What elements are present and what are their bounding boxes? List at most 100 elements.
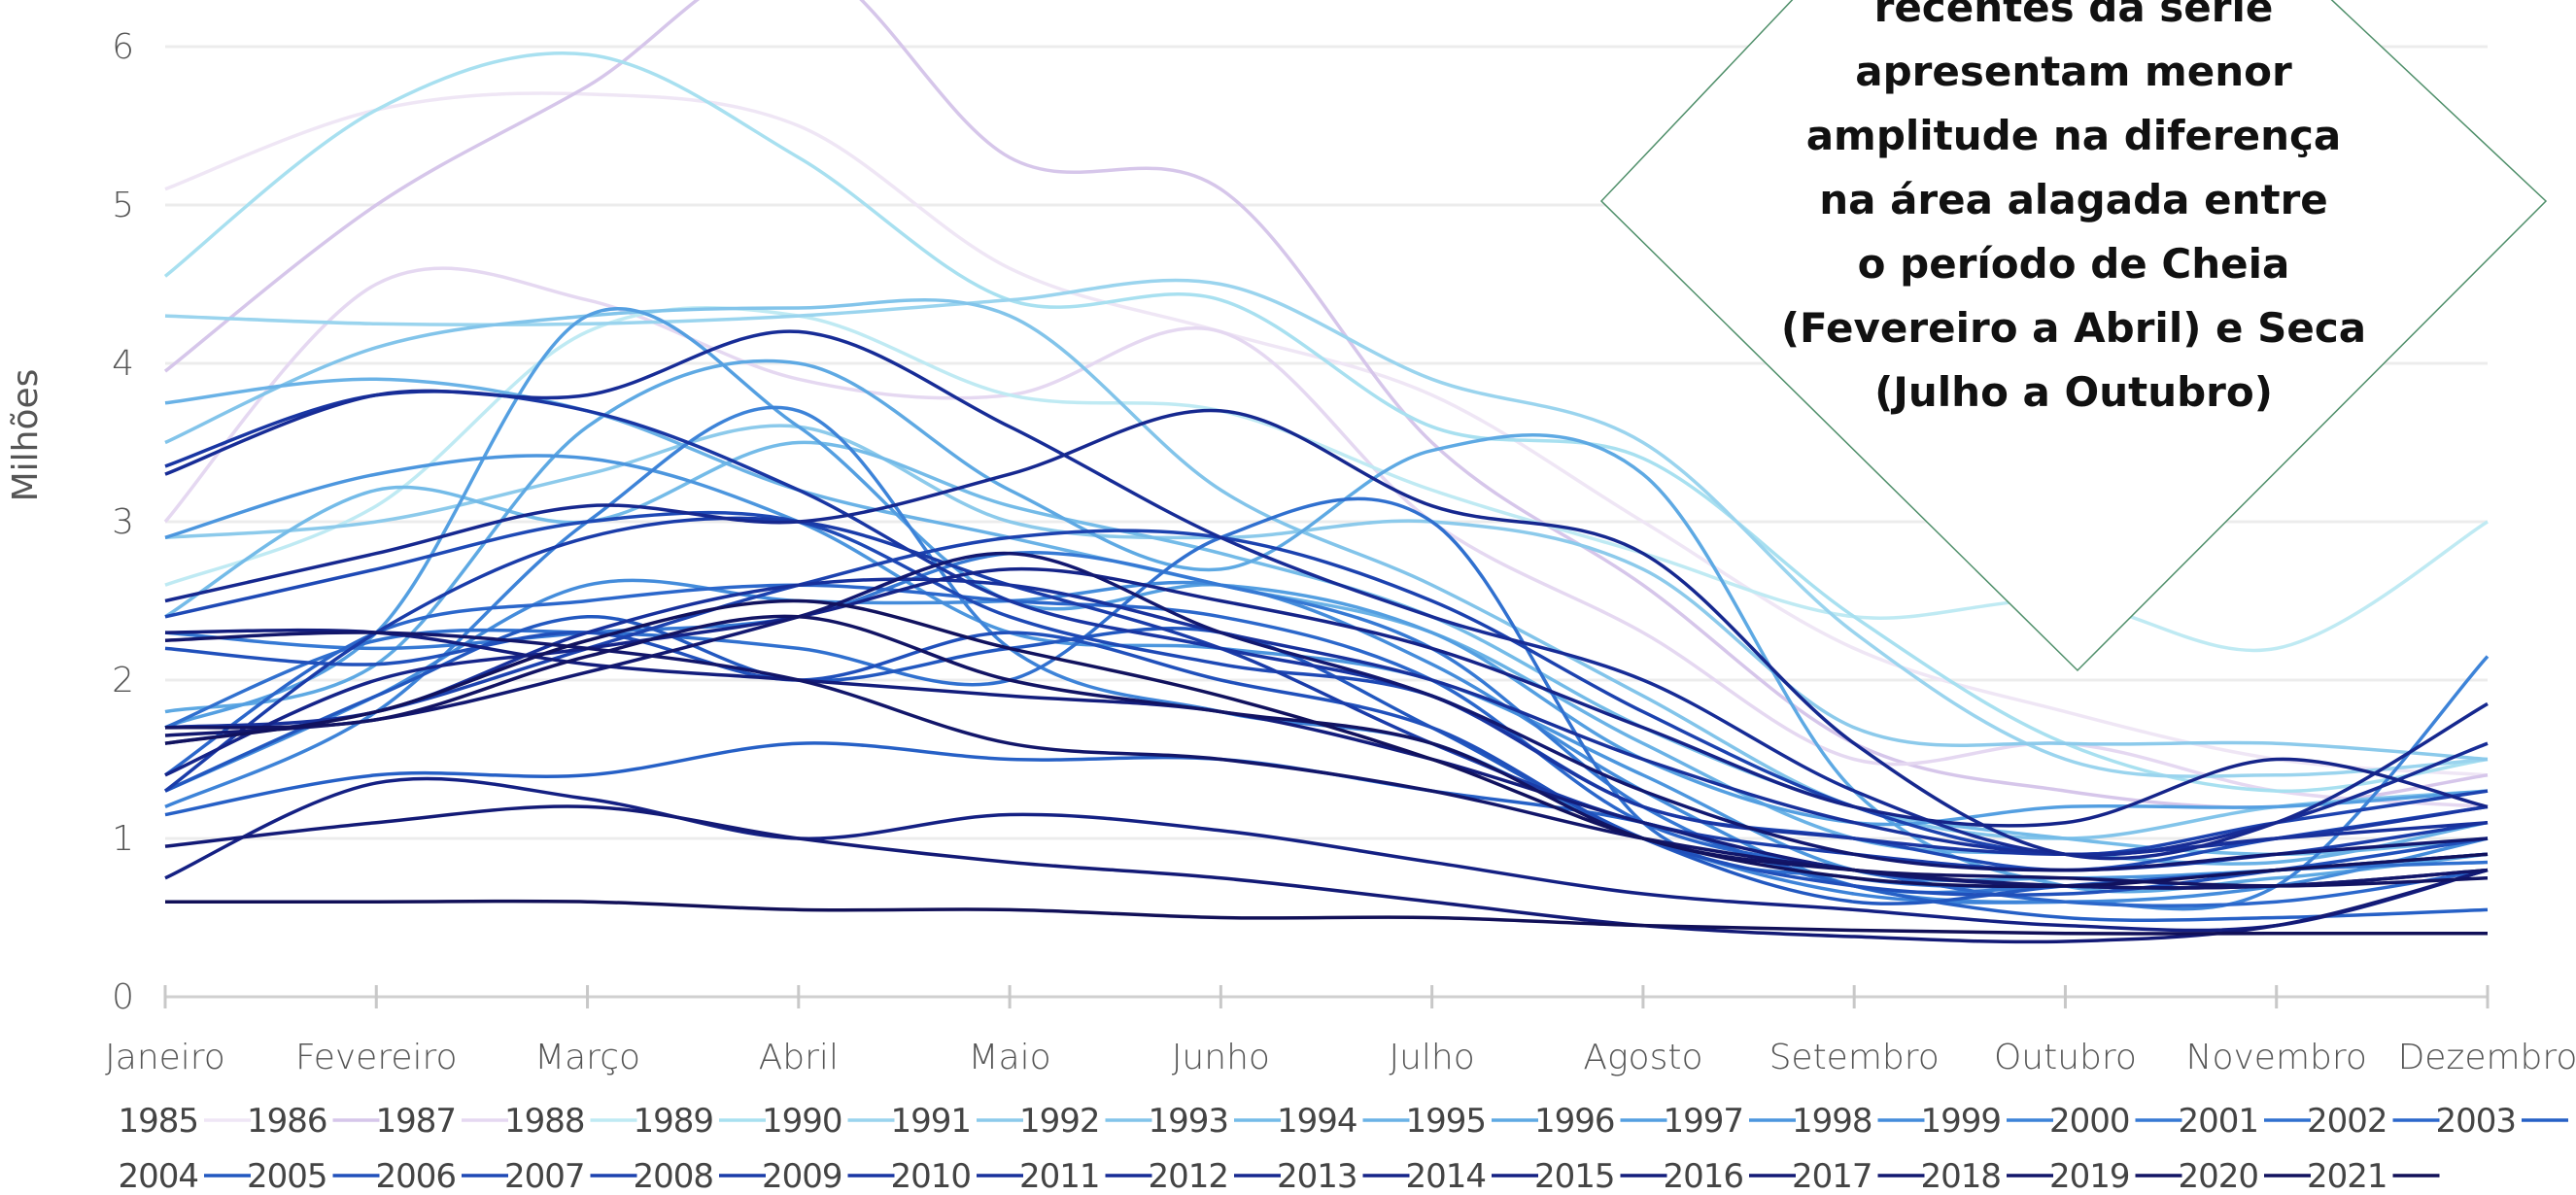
legend-label: 2001: [2178, 1102, 2258, 1141]
legend-item-1992: 1992: [1019, 1102, 1152, 1141]
legend-label: 2019: [2049, 1157, 2130, 1195]
legend-label: 2006: [375, 1157, 456, 1195]
x-tick-label: Fevereiro: [295, 1038, 458, 1077]
series-line-2013: [164, 566, 2489, 828]
legend-item-2019: 2019: [2049, 1157, 2182, 1195]
legend-label: 2011: [1019, 1157, 1100, 1195]
x-tick-label: Maio: [969, 1038, 1051, 1077]
annotation-callout: recentes da série apresentam menor amplitu…: [1599, 0, 2548, 672]
x-tick-label: Julho: [1389, 1038, 1474, 1077]
y-tick-label: 1: [112, 819, 134, 859]
legend-label: 2013: [1277, 1157, 1357, 1195]
y-axis: 0 1 2 3 4 5 6: [112, 27, 134, 1017]
y-tick-label: 3: [112, 502, 134, 542]
legend-item-2004: 2004: [118, 1157, 251, 1195]
series-lines: [163, 0, 2490, 944]
legend-label: 2002: [2307, 1102, 2387, 1141]
annotation-line: amplitude na diferença: [1806, 112, 2342, 159]
series-line-2002: [164, 583, 2489, 908]
legend-label: 1997: [1663, 1102, 1743, 1141]
series-line-2005: [164, 631, 2489, 898]
y-tick-label: 5: [112, 186, 134, 225]
x-tick-label: Dezembro: [2398, 1038, 2576, 1077]
annotation-line: apresentam menor: [1855, 48, 2292, 95]
legend-label: 2020: [2178, 1157, 2258, 1195]
y-tick-label: 2: [112, 661, 134, 700]
legend-item-2006: 2006: [375, 1157, 508, 1195]
x-tick-label: Março: [534, 1038, 640, 1077]
legend-label: 1989: [633, 1102, 713, 1141]
legend-label: 1988: [504, 1102, 585, 1141]
series-line-2016: [164, 804, 2489, 944]
legend-item-2005: 2005: [247, 1157, 380, 1195]
legend-item-2001: 2001: [2178, 1102, 2311, 1141]
annotation-line: recentes da série: [1874, 0, 2274, 31]
x-tick-label: Abril: [759, 1038, 839, 1077]
annotation-diamond: [1599, 0, 2548, 672]
legend-item-1985: 1985: [118, 1102, 251, 1141]
legend-item-2011: 2011: [1019, 1157, 1152, 1195]
x-axis: Janeiro Fevereiro Março Abril Maio Junho Julho…: [105, 985, 2576, 1077]
legend-label: 2012: [1148, 1157, 1228, 1195]
y-tick-label: 0: [112, 977, 134, 1017]
legend-item-2013: 2013: [1277, 1157, 1410, 1195]
annotation-text: recentes da série apresentam menor amplitu…: [1781, 0, 2366, 416]
legend-label: 2021: [2307, 1157, 2387, 1195]
legend-item-2009: 2009: [762, 1157, 895, 1195]
series-line-2020: [164, 598, 2489, 889]
legend-label: 2007: [504, 1157, 585, 1195]
legend-label: 2009: [762, 1157, 842, 1195]
legend-item-1991: 1991: [890, 1102, 1023, 1141]
series-line-1991: [164, 424, 2489, 762]
legend-item-1994: 1994: [1277, 1102, 1410, 1141]
legend-item-2002: 2002: [2307, 1102, 2440, 1141]
legend: 1985 1986 1987 1988 1989 1990 1991 1992 1993 1994…: [118, 1102, 2568, 1195]
x-tick-label: Setembro: [1769, 1038, 1940, 1077]
legend-item-1989: 1989: [633, 1102, 766, 1141]
series-line-2011: [164, 329, 2489, 857]
x-tick-label: Junho: [1172, 1038, 1270, 1077]
annotation-line: (Fevereiro a Abril) e Seca: [1781, 304, 2366, 352]
legend-label: 2017: [1792, 1157, 1872, 1195]
legend-label: 2005: [247, 1157, 327, 1195]
legend-item-1990: 1990: [762, 1102, 895, 1141]
legend-item-2010: 2010: [890, 1157, 1023, 1195]
series-line-1996: [164, 307, 2489, 827]
series-line-2012: [164, 408, 2489, 861]
legend-item-1993: 1993: [1148, 1102, 1281, 1141]
legend-item-1987: 1987: [375, 1102, 508, 1141]
legend-item-2021: 2021: [2307, 1157, 2440, 1195]
legend-label: 1992: [1019, 1102, 1100, 1141]
legend-item-1995: 1995: [1405, 1102, 1538, 1141]
legend-label: 2008: [633, 1157, 713, 1195]
legend-item-1986: 1986: [247, 1102, 380, 1141]
legend-label: 2016: [1663, 1157, 1743, 1195]
legend-item-2016: 2016: [1663, 1157, 1796, 1195]
annotation-line: o período de Cheia: [1858, 240, 2290, 288]
legend-item-2012: 2012: [1148, 1157, 1281, 1195]
legend-label: 2000: [2049, 1102, 2130, 1141]
legend-item-2003: 2003: [2435, 1102, 2568, 1141]
legend-item-2015: 2015: [1534, 1157, 1667, 1195]
y-tick-label: 4: [112, 344, 134, 384]
legend-item-1997: 1997: [1663, 1102, 1796, 1141]
series-line-2014: [164, 776, 2489, 933]
x-tick-label: Outubro: [1994, 1038, 2137, 1077]
legend-label: 2018: [1920, 1157, 2001, 1195]
legend-label: 1994: [1277, 1102, 1357, 1141]
legend-label: 2015: [1534, 1157, 1615, 1195]
legend-label: 1987: [375, 1102, 456, 1141]
series-line-1993: [164, 440, 2489, 857]
legend-label: 2004: [118, 1157, 198, 1195]
series-line-2021: [164, 899, 2488, 936]
legend-label: 2003: [2435, 1102, 2516, 1141]
legend-label: 2010: [890, 1157, 971, 1195]
legend-item-2017: 2017: [1792, 1157, 1925, 1195]
legend-label: 1996: [1534, 1102, 1615, 1141]
legend-label: 1986: [247, 1102, 327, 1141]
x-tick-label: Janeiro: [105, 1038, 225, 1077]
legend-item-2000: 2000: [2049, 1102, 2182, 1141]
x-tick-label: Agosto: [1583, 1038, 1702, 1077]
legend-label: 1985: [118, 1102, 198, 1141]
